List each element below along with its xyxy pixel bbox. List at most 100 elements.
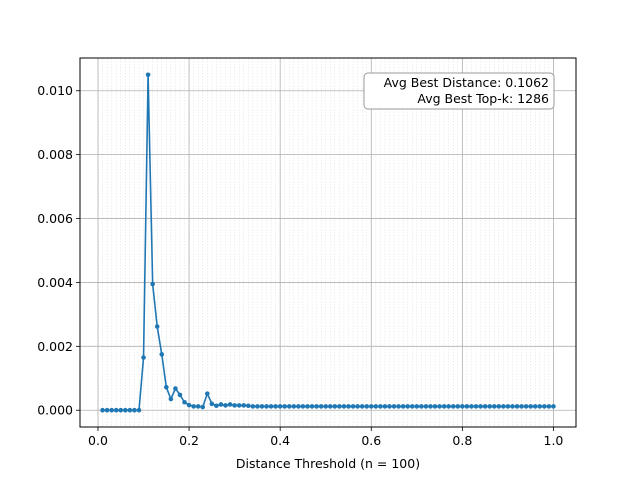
- x-tick-label: 0.2: [179, 433, 199, 448]
- data-point: [300, 404, 306, 409]
- data-point: [341, 404, 347, 409]
- data-point: [296, 404, 301, 409]
- y-tick-label: 0.000: [37, 403, 73, 418]
- data-point: [245, 403, 251, 409]
- data-point: [441, 404, 447, 409]
- data-point: [359, 404, 365, 409]
- data-point: [113, 407, 119, 413]
- data-point: [323, 404, 329, 409]
- data-point: [177, 392, 183, 398]
- data-point: [168, 396, 174, 402]
- x-tick-label: 0.4: [270, 433, 290, 448]
- x-axis-label: Distance Threshold (n = 100): [236, 456, 420, 471]
- x-tick-label: 0.0: [88, 433, 108, 448]
- data-point: [364, 404, 370, 409]
- data-point: [182, 399, 187, 405]
- data-point: [482, 404, 488, 409]
- y-tick-label: 0.006: [37, 211, 73, 226]
- data-point: [277, 404, 283, 409]
- minor-grid: [97, 58, 554, 427]
- data-point: [414, 404, 420, 409]
- data-point: [505, 404, 511, 409]
- data-point: [286, 404, 292, 409]
- data-point: [514, 404, 520, 409]
- data-point: [200, 404, 206, 410]
- data-point: [273, 404, 278, 409]
- data-point: [428, 404, 433, 409]
- annotation-line-avg-best-topk: Avg Best Top-k: 1286: [417, 91, 549, 106]
- data-point: [455, 404, 461, 409]
- data-point: [195, 404, 201, 409]
- annotation-box: Avg Best Distance: 0.1062 Avg Best Top-k…: [363, 72, 555, 110]
- series-line: [102, 73, 554, 412]
- data-point: [487, 404, 492, 409]
- data-point: [469, 404, 474, 409]
- data-point: [368, 404, 374, 409]
- data-point: [537, 404, 543, 409]
- data-point: [282, 404, 288, 409]
- data-point: [473, 404, 479, 409]
- x-tick-label: 1.0: [544, 433, 564, 448]
- data-point: [291, 404, 297, 409]
- data-point: [104, 407, 110, 413]
- data-point: [141, 355, 146, 360]
- x-tick-label: 0.8: [452, 433, 472, 448]
- data-point: [551, 404, 556, 409]
- data-point: [318, 404, 324, 409]
- data-point: [510, 404, 515, 409]
- data-point: [145, 72, 151, 78]
- data-point: [218, 402, 224, 407]
- data-point: [255, 404, 260, 409]
- plot-frame: [79, 57, 577, 428]
- data-point: [373, 404, 379, 409]
- data-point: [396, 404, 401, 409]
- data-point: [355, 404, 360, 409]
- data-point: [405, 404, 411, 409]
- data-point: [109, 407, 114, 413]
- series-line-group: [100, 72, 556, 413]
- data-point: [337, 404, 342, 409]
- data-point: [491, 404, 497, 409]
- data-point: [464, 404, 470, 409]
- data-point: [528, 404, 533, 409]
- x-axis: 0.0 0.2 0.4 0.6 0.8 1.0: [88, 427, 563, 448]
- data-point: [209, 401, 215, 407]
- data-point: [132, 407, 137, 413]
- data-point: [423, 404, 429, 409]
- data-point: [546, 404, 552, 409]
- data-point: [236, 403, 242, 408]
- data-point: [378, 404, 383, 409]
- data-point: [450, 404, 456, 409]
- data-point: [532, 404, 538, 409]
- data-point: [191, 404, 196, 409]
- data-point: [223, 403, 228, 408]
- y-axis: 0.000 0.002 0.004 0.006 0.008 0.010: [37, 83, 80, 418]
- data-point: [496, 404, 502, 409]
- data-point: [150, 281, 155, 287]
- data-point: [136, 407, 142, 413]
- data-point: [523, 404, 529, 409]
- annotation-box-frame: [363, 72, 555, 110]
- data-point: [227, 402, 233, 407]
- data-point: [127, 407, 133, 413]
- data-point: [205, 391, 210, 396]
- data-point: [419, 404, 424, 409]
- data-point: [309, 404, 315, 409]
- data-point: [123, 407, 128, 413]
- annotation-line-avg-best-distance: Avg Best Distance: 0.1062: [384, 75, 549, 90]
- data-point: [173, 386, 178, 391]
- data-point: [327, 404, 333, 409]
- data-point: [432, 404, 438, 409]
- data-point: [332, 404, 338, 409]
- data-point: [519, 404, 524, 409]
- data-point: [446, 404, 451, 409]
- data-point: [154, 324, 160, 329]
- data-point: [478, 404, 483, 409]
- data-point: [382, 404, 388, 409]
- data-point: [159, 352, 165, 357]
- data-point: [437, 404, 442, 409]
- data-point: [346, 404, 351, 409]
- data-point: [387, 404, 392, 409]
- data-point: [118, 407, 124, 413]
